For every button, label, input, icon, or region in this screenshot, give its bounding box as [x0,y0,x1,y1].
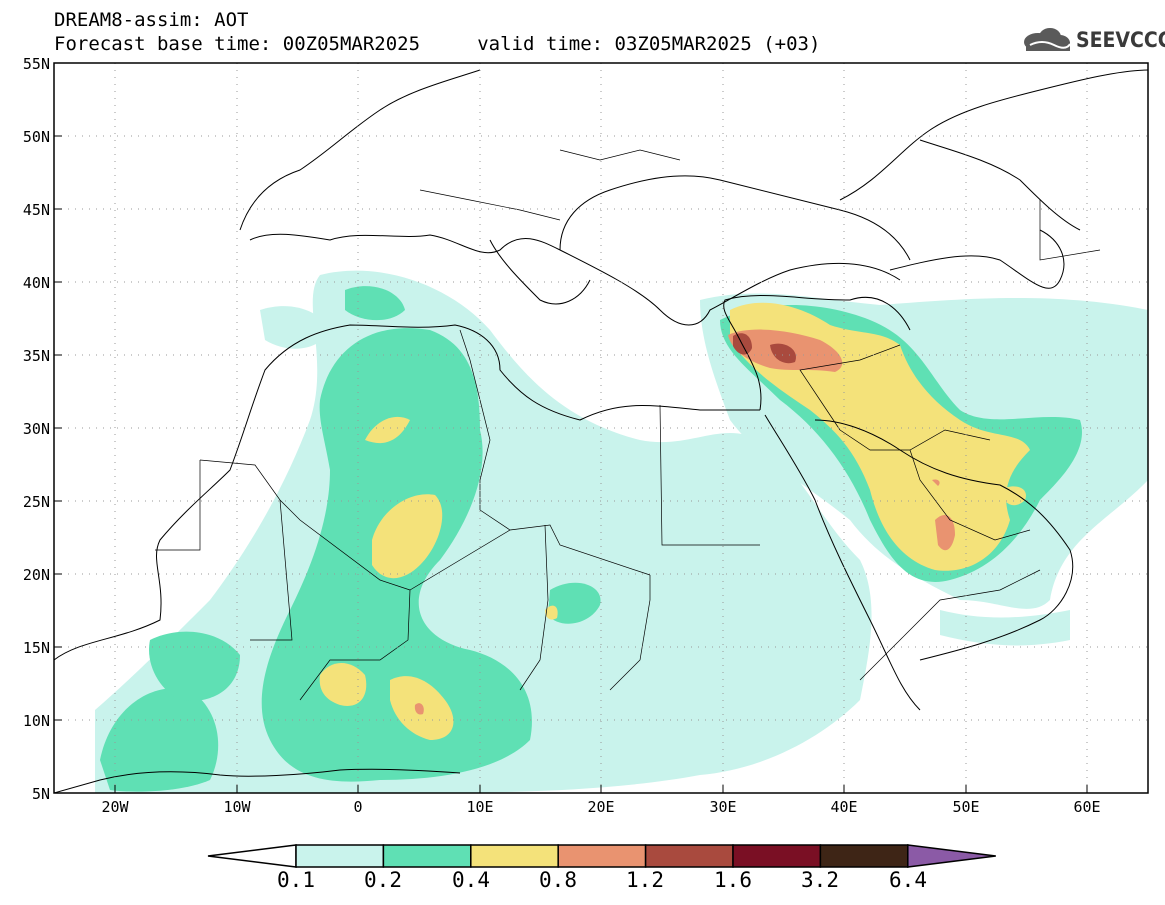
colorbar-label: 3.2 [801,868,839,892]
lat-label: 25N [22,493,50,511]
seevccc-logo: SEEVCCC [1018,26,1165,54]
country-borders [155,149,1101,701]
aot-band-1.2-1.6 [733,333,796,364]
lat-label: 50N [22,128,50,146]
lat-label: 5N [31,785,50,803]
lat-label: 30N [22,420,50,438]
lat-label: 55N [22,55,50,73]
colorbar-segment [557,844,647,868]
lon-label: 10W [223,798,251,816]
colorbar-label: 6.4 [889,868,927,892]
colorbar-segment [732,844,822,868]
colorbar-segment [295,844,385,868]
lat-label: 20N [22,566,50,584]
lon-label: 50E [952,798,980,816]
coastlines [54,69,1148,793]
lat-label: 15N [22,639,50,657]
lon-label: 10E [466,798,494,816]
lon-label: 0 [353,798,363,816]
lat-label: 40N [22,274,50,292]
colorbar-under-arrow [207,844,297,868]
colorbar-label: 0.1 [277,868,315,892]
colorbar-label: 0.4 [452,868,490,892]
colorbar-label: 0.2 [364,868,402,892]
colorbar-segment [819,844,909,868]
lat-lon-grid [54,63,1148,793]
lat-label: 10N [22,712,50,730]
forecast-time-line: Forecast base time: 00Z05MAR2025 valid t… [54,33,821,55]
lon-label: 20W [101,798,129,816]
colorbar-label: 0.8 [539,868,577,892]
map-title: DREAM8-assim: AOT [54,9,249,31]
colorbar-segment [470,844,559,868]
lat-label: 45N [22,201,50,219]
aot-field [95,270,1148,793]
lon-label: 20E [587,798,615,816]
lat-label: 35N [22,347,50,365]
lon-label: 60E [1073,798,1101,816]
lon-label: 30E [709,798,737,816]
cloud-icon [1024,28,1071,51]
colorbar-label: 1.2 [626,868,664,892]
colorbar-segment [644,844,734,868]
colorbar-over-arrow [907,844,996,868]
colorbar-segment [382,844,472,868]
logo-text: SEEVCCC [1076,28,1165,52]
colorbar-label: 1.6 [714,868,752,892]
lon-label: 40E [830,798,858,816]
axis-ticks [54,62,1088,793]
